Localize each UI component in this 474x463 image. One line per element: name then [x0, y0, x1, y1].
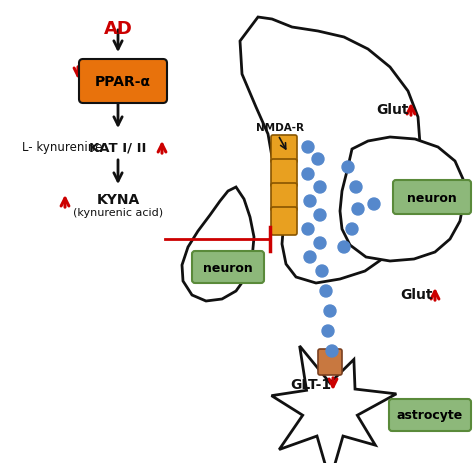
Circle shape [326, 345, 338, 357]
Circle shape [350, 181, 362, 194]
Circle shape [314, 210, 326, 221]
Circle shape [320, 285, 332, 297]
Text: astrocyte: astrocyte [397, 409, 463, 422]
Polygon shape [340, 138, 464, 262]
FancyBboxPatch shape [271, 136, 297, 163]
Circle shape [314, 181, 326, 194]
Circle shape [302, 224, 314, 236]
Circle shape [314, 238, 326, 250]
Text: Glut: Glut [400, 288, 432, 301]
Text: KYNA: KYNA [96, 193, 140, 206]
Text: KAT I/ II: KAT I/ II [89, 141, 146, 154]
Text: GLT-1: GLT-1 [290, 377, 331, 391]
Text: L- kynurenine: L- kynurenine [22, 141, 102, 154]
FancyBboxPatch shape [271, 160, 297, 188]
Circle shape [352, 204, 364, 216]
FancyBboxPatch shape [271, 184, 297, 212]
Text: AD: AD [103, 20, 132, 38]
Polygon shape [272, 346, 396, 463]
FancyBboxPatch shape [192, 251, 264, 283]
Text: neuron: neuron [407, 191, 457, 204]
Text: PPAR-α: PPAR-α [95, 75, 151, 89]
Circle shape [322, 325, 334, 337]
Circle shape [338, 242, 350, 253]
FancyBboxPatch shape [79, 60, 167, 104]
Circle shape [316, 265, 328, 277]
Text: (kynurenic acid): (kynurenic acid) [73, 207, 163, 218]
FancyBboxPatch shape [389, 399, 471, 431]
Circle shape [302, 142, 314, 154]
Circle shape [302, 169, 314, 181]
Circle shape [324, 305, 336, 317]
Text: NMDA-R: NMDA-R [256, 123, 304, 133]
FancyBboxPatch shape [393, 181, 471, 214]
Polygon shape [240, 18, 420, 283]
Text: neuron: neuron [203, 261, 253, 274]
FancyBboxPatch shape [318, 349, 342, 375]
Circle shape [342, 162, 354, 174]
Circle shape [312, 154, 324, 166]
Polygon shape [182, 188, 254, 301]
Circle shape [304, 251, 316, 263]
FancyBboxPatch shape [271, 207, 297, 236]
Circle shape [304, 195, 316, 207]
Circle shape [346, 224, 358, 236]
Circle shape [368, 199, 380, 211]
Text: Glut: Glut [376, 103, 409, 117]
